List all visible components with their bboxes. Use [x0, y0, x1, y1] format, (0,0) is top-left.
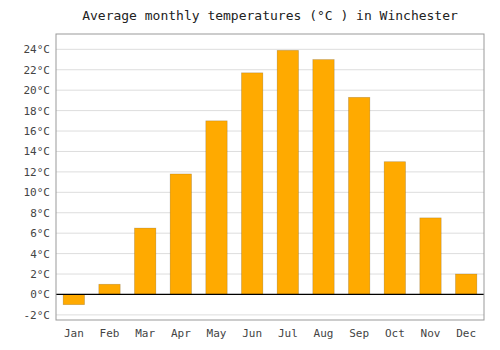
zero-line	[56, 294, 484, 295]
y-tick-label: 10°C	[24, 186, 51, 199]
grid-line	[56, 192, 484, 193]
y-tick-label: 2°C	[30, 268, 50, 281]
chart: Average monthly temperatures (°C ) in Wi…	[0, 0, 500, 350]
bar	[206, 121, 227, 295]
y-tick-label: 20°C	[24, 84, 51, 97]
bar	[277, 50, 298, 294]
x-tick-label: Jul	[278, 327, 298, 340]
x-tick-label: Feb	[100, 327, 120, 340]
x-tick-label: Oct	[385, 327, 405, 340]
bar	[241, 73, 262, 295]
y-tick-label: 4°C	[30, 248, 50, 261]
grid-line	[56, 294, 484, 295]
grid-line	[56, 171, 484, 172]
bar	[170, 174, 191, 295]
title: Average monthly temperatures (°C ) in Wi…	[82, 8, 458, 23]
y-tick-label: 22°C	[24, 64, 51, 77]
grid-line	[56, 212, 484, 213]
y-tick-label: 12°C	[24, 166, 51, 179]
x-tick-label: Aug	[314, 327, 334, 340]
y-tick-label: -2°C	[24, 309, 51, 322]
grid-line	[56, 151, 484, 152]
y-tick-label: 8°C	[30, 207, 50, 220]
bar	[134, 228, 155, 294]
bar	[313, 60, 334, 295]
bar	[420, 218, 441, 295]
bars	[63, 50, 477, 304]
x-tick-label: Jan	[64, 327, 84, 340]
bar	[384, 162, 405, 295]
grid-line	[56, 49, 484, 50]
grid-line	[56, 110, 484, 111]
bar	[455, 274, 476, 294]
bar	[99, 284, 120, 294]
bar	[63, 294, 84, 304]
x-tick-label: Apr	[171, 327, 191, 340]
x-tick-label: Mar	[135, 327, 155, 340]
y-tick-label: 24°C	[24, 43, 51, 56]
x-tick-label: Dec	[456, 327, 476, 340]
y-tick-label: 16°C	[24, 125, 51, 138]
grid-line	[56, 69, 484, 70]
y-tick-label: 6°C	[30, 227, 50, 240]
x-tick-label: May	[207, 327, 227, 340]
y-tick-label: 18°C	[24, 105, 51, 118]
x-tick-label: Jun	[242, 327, 262, 340]
grid-line	[56, 314, 484, 315]
plot-frame	[56, 34, 484, 320]
x-tick-label: Sep	[349, 327, 369, 340]
x-tick-label: Nov	[421, 327, 441, 340]
grid-line	[56, 131, 484, 132]
y-tick-label: 14°C	[24, 145, 51, 158]
y-tick-label: 0°C	[30, 288, 50, 301]
grid-line	[56, 90, 484, 91]
grid	[56, 49, 484, 315]
bar	[348, 97, 369, 294]
